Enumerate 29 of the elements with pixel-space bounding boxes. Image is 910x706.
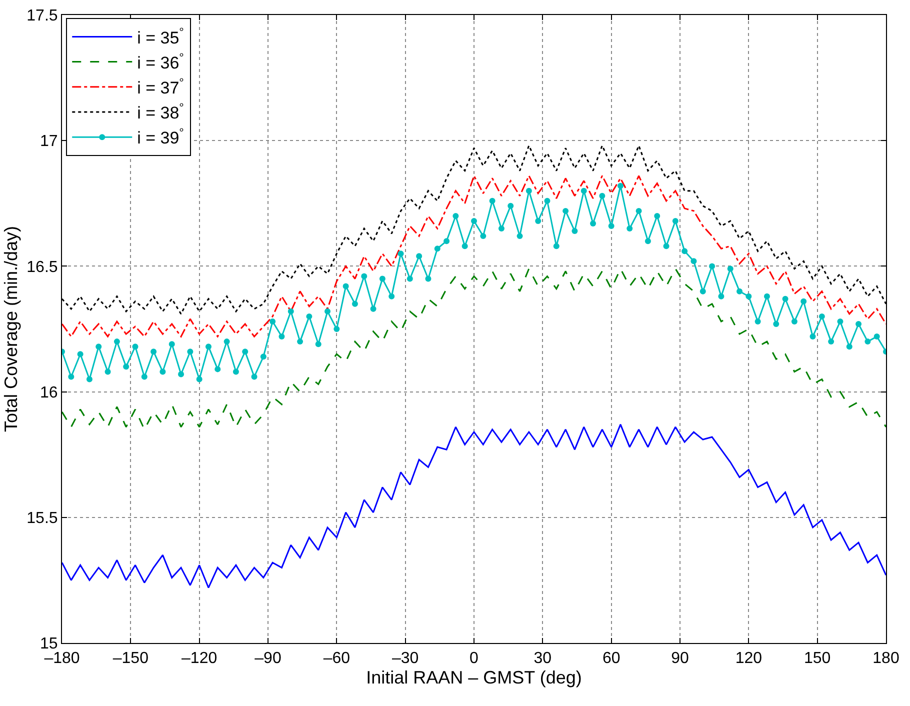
x-tick-label: 180 (872, 650, 900, 668)
legend-label: i = 35$^{°}$ (137, 25, 184, 48)
y-tick-label: 16 (40, 384, 58, 402)
x-tick-label: –30 (392, 650, 419, 668)
x-tick-label: 90 (671, 650, 689, 668)
x-tick-label: –90 (254, 650, 282, 668)
x-tick-label: –60 (323, 650, 350, 668)
line-series (62, 268, 886, 430)
x-tick-label: –150 (112, 650, 149, 668)
x-tick-label: 0 (470, 650, 479, 668)
x-tick-label: –120 (182, 650, 218, 668)
x-axis-title: Initial RAAN – GMST (deg) (366, 667, 582, 688)
legend-label: i = 39$^{°}$ (137, 126, 184, 148)
y-tick-label: 17 (40, 133, 58, 150)
x-tick-label: 30 (534, 650, 552, 668)
x-tick-label: –180 (44, 650, 80, 668)
y-tick-label: 16.5 (26, 258, 58, 276)
y-axis-title: Total Coverage (min./day) (0, 226, 21, 432)
line-series (62, 175, 886, 338)
y-tick-label: 15 (40, 636, 58, 653)
line-series (62, 424, 886, 588)
legend-label: i = 37$^{°}$ (137, 75, 184, 98)
y-tick-label: 15.5 (26, 510, 58, 527)
x-tick-label: 120 (735, 650, 762, 668)
y-tick-label: 17.5 (26, 8, 58, 25)
x-tick-label: 60 (602, 650, 620, 668)
x-tick-label: 150 (804, 650, 831, 668)
legend-label: i = 36$^{°}$ (137, 50, 184, 72)
legend-label: i = 38$^{°}$ (137, 100, 184, 123)
